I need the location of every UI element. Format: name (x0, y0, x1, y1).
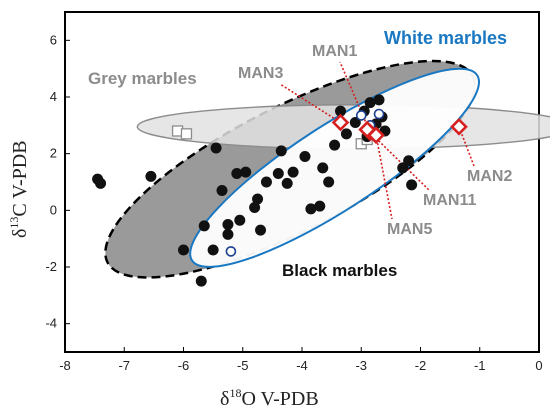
data-points (92, 94, 468, 287)
white-marbles-region (189, 67, 480, 268)
black-marble-point (252, 193, 264, 205)
y-tick-label: -4 (45, 316, 57, 331)
black-marble-point (406, 179, 418, 191)
black-marble-point (329, 139, 341, 151)
x-axis-ticks: -8 -7 -6 -5 -4 -3 -2 -1 0 (59, 347, 543, 373)
svg-text:δ18O V-PDB: δ18O V-PDB (220, 386, 319, 410)
man-guide-lines (279, 61, 475, 220)
man5-label: MAN5 (387, 221, 432, 238)
black-marble-point (145, 170, 157, 182)
x-tick-label: -1 (474, 358, 486, 373)
black-marble-point (340, 128, 352, 140)
white-marble-point (355, 110, 367, 121)
man3-label: MAN3 (238, 65, 283, 82)
x-tick-label: 0 (535, 358, 542, 373)
x-axis-title: δ18O V-PDB (220, 386, 319, 410)
x-tick-label: -7 (118, 358, 130, 373)
black-marble-point (207, 244, 219, 256)
x-title-delta: δ (220, 388, 229, 410)
man2-label: MAN2 (467, 168, 512, 185)
x-tick-label: -3 (355, 358, 367, 373)
y-tick-label: 6 (50, 32, 57, 47)
guide-line-man1 (339, 61, 371, 133)
black-marble-point (222, 219, 234, 230)
black-marble-point (323, 176, 335, 188)
black-marble-point (195, 275, 207, 287)
black-marble-point (234, 214, 246, 226)
y-tick-label: -2 (45, 259, 57, 274)
black-marble-point (349, 117, 361, 128)
white-marbles-label: White marbles (384, 28, 507, 48)
white-marble-point (373, 108, 385, 120)
y-title-delta: δ (9, 229, 31, 238)
y-axis-ticks: -4 -2 0 2 4 6 (45, 32, 70, 331)
man-sample-man11 (358, 120, 377, 139)
x-tick-label: -5 (237, 358, 249, 373)
man-sample-man2 (450, 117, 468, 136)
black-marble-point (403, 155, 415, 167)
x-title-main: O V-PDB (241, 388, 318, 410)
black-marble-point (222, 228, 234, 240)
black-marble-point (210, 142, 222, 154)
black-marble-point (314, 200, 326, 212)
black-marbles-label: Black marbles (282, 261, 397, 280)
y-tick-label: 0 (50, 202, 57, 217)
black-marble-point (275, 145, 287, 157)
x-tick-label: -6 (178, 358, 190, 373)
black-marble-point (249, 202, 261, 213)
y-tick-label: 2 (50, 146, 57, 161)
black-marble-point (231, 168, 243, 179)
black-marble-point (95, 177, 107, 189)
black-marble-point (287, 166, 299, 178)
black-marble-point (373, 94, 385, 106)
x-title-sup: 18 (229, 386, 241, 400)
man-sample-man3 (331, 113, 350, 132)
y-axis-title: δ13C V-PDB (7, 140, 31, 238)
guide-line-man2 (458, 126, 475, 167)
black-marble-point (281, 177, 293, 189)
black-marble-point (240, 166, 252, 178)
y-title-sup: 13 (7, 217, 21, 229)
black-marble-point (335, 105, 347, 117)
man11-label: MAN11 (423, 192, 476, 209)
x-tick-label: -4 (296, 358, 308, 373)
svg-text:δ13C V-PDB: δ13C V-PDB (7, 140, 31, 238)
black-marble-point (216, 185, 228, 196)
grey-marble-point (180, 128, 193, 140)
black-marble-point (198, 220, 210, 232)
black-marble-point (299, 151, 311, 162)
grey-marbles-label: Grey marbles (88, 69, 197, 88)
black-marble-point (260, 176, 272, 188)
x-tick-label: -2 (415, 358, 427, 373)
black-marble-point (364, 97, 376, 109)
black-marble-point (272, 168, 284, 179)
man1-label: MAN1 (312, 43, 357, 60)
x-tick-label: -8 (59, 358, 71, 373)
black-marble-point (317, 162, 329, 174)
white-marble-point (225, 246, 237, 257)
y-tick-label: 4 (50, 89, 57, 104)
black-marble-point (305, 203, 317, 215)
guide-line-man11 (366, 129, 431, 192)
black-marble-point (255, 224, 267, 236)
black-marble-point (178, 244, 189, 256)
y-title-main: C V-PDB (9, 140, 31, 216)
